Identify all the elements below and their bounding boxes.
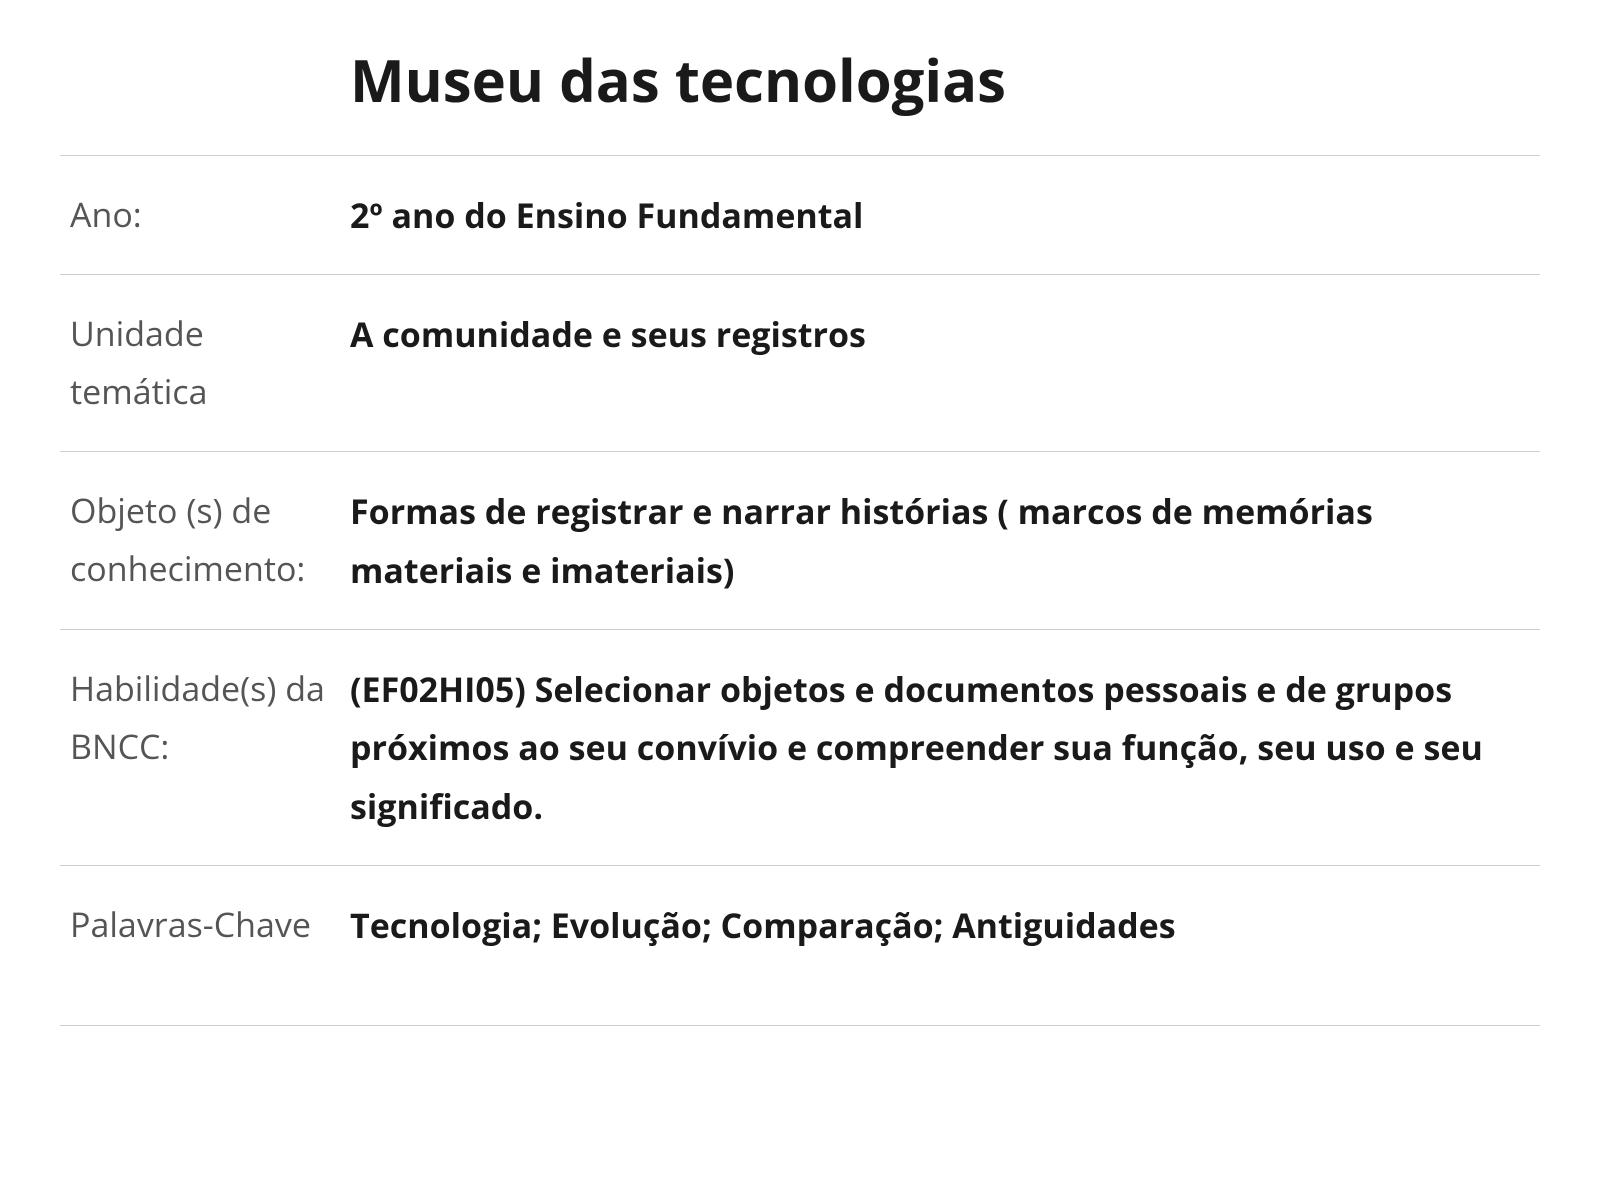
document-container: Museu das tecnologias Ano: 2º ano do Ens… xyxy=(60,40,1540,1026)
row-value-unidade: A comunidade e seus registros xyxy=(340,275,1540,452)
row-value-objeto: Formas de registrar e narrar histórias (… xyxy=(340,452,1540,630)
table-row: Palavras-Chave Tecnologia; Evolução; Com… xyxy=(60,866,1540,1025)
table-row: Unidade temática A comunidade e seus reg… xyxy=(60,275,1540,452)
table-row: Objeto (s) de conhecimento: Formas de re… xyxy=(60,452,1540,630)
row-value-ano: 2º ano do Ensino Fundamental xyxy=(340,156,1540,275)
info-table: Ano: 2º ano do Ensino Fundamental Unidad… xyxy=(60,155,1540,1026)
row-value-palavras: Tecnologia; Evolução; Comparação; Antigu… xyxy=(340,866,1540,1025)
row-label-objeto: Objeto (s) de conhecimento: xyxy=(60,452,340,630)
row-label-unidade: Unidade temática xyxy=(60,275,340,452)
row-label-habilidade: Habilidade(s) da BNCC: xyxy=(60,630,340,866)
row-label-ano: Ano: xyxy=(60,156,340,275)
row-label-palavras: Palavras-Chave xyxy=(60,866,340,1025)
row-value-habilidade: (EF02HI05) Selecionar objetos e document… xyxy=(340,630,1540,866)
table-row: Habilidade(s) da BNCC: (EF02HI05) Seleci… xyxy=(60,630,1540,866)
table-row: Ano: 2º ano do Ensino Fundamental xyxy=(60,156,1540,275)
page-title: Museu das tecnologias xyxy=(60,40,1540,155)
